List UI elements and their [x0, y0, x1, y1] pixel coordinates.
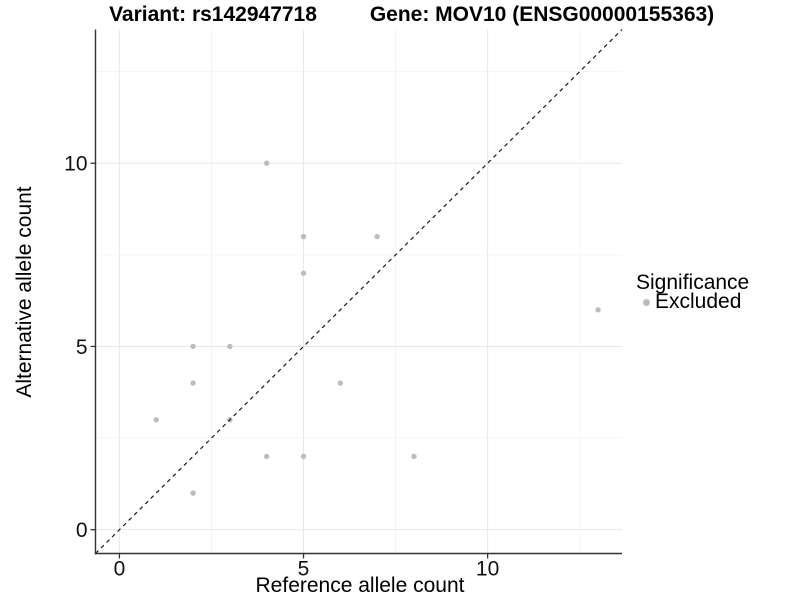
- x-tick-label: 0: [114, 558, 126, 581]
- x-tick-label: 10: [476, 558, 499, 581]
- data-point: [264, 453, 270, 460]
- plot-title-gene: Gene: MOV10 (ENSG00000155363): [369, 3, 715, 26]
- data-point: [300, 453, 307, 460]
- legend-item-label: Excluded: [655, 290, 742, 313]
- legend-item-excluded: Excluded: [643, 290, 741, 314]
- data-point: [153, 417, 159, 423]
- x-tick-label: 5: [298, 558, 310, 581]
- data-point: [264, 160, 270, 166]
- data-point: [595, 307, 601, 313]
- y-tick-label: 5: [76, 336, 88, 359]
- data-point: [190, 343, 196, 350]
- y-tick-label: 10: [64, 153, 87, 176]
- data-point: [337, 380, 344, 386]
- data-point: [190, 490, 196, 496]
- y-tick-label: 0: [76, 519, 88, 542]
- legend-point-icon: [643, 298, 650, 306]
- legend-title: Significance: [636, 271, 750, 294]
- y-axis-title: Alternative allele count: [13, 186, 36, 398]
- data-point: [411, 453, 417, 460]
- data-point: [190, 380, 196, 386]
- x-axis-title: Reference allele count: [255, 574, 465, 597]
- data-point: [300, 233, 307, 240]
- identity-line: [95, 29, 623, 554]
- data-point: [300, 270, 307, 276]
- data-point: [374, 233, 380, 240]
- data-point: [227, 343, 233, 350]
- plot-title-variant: Variant: rs142947718: [109, 3, 317, 26]
